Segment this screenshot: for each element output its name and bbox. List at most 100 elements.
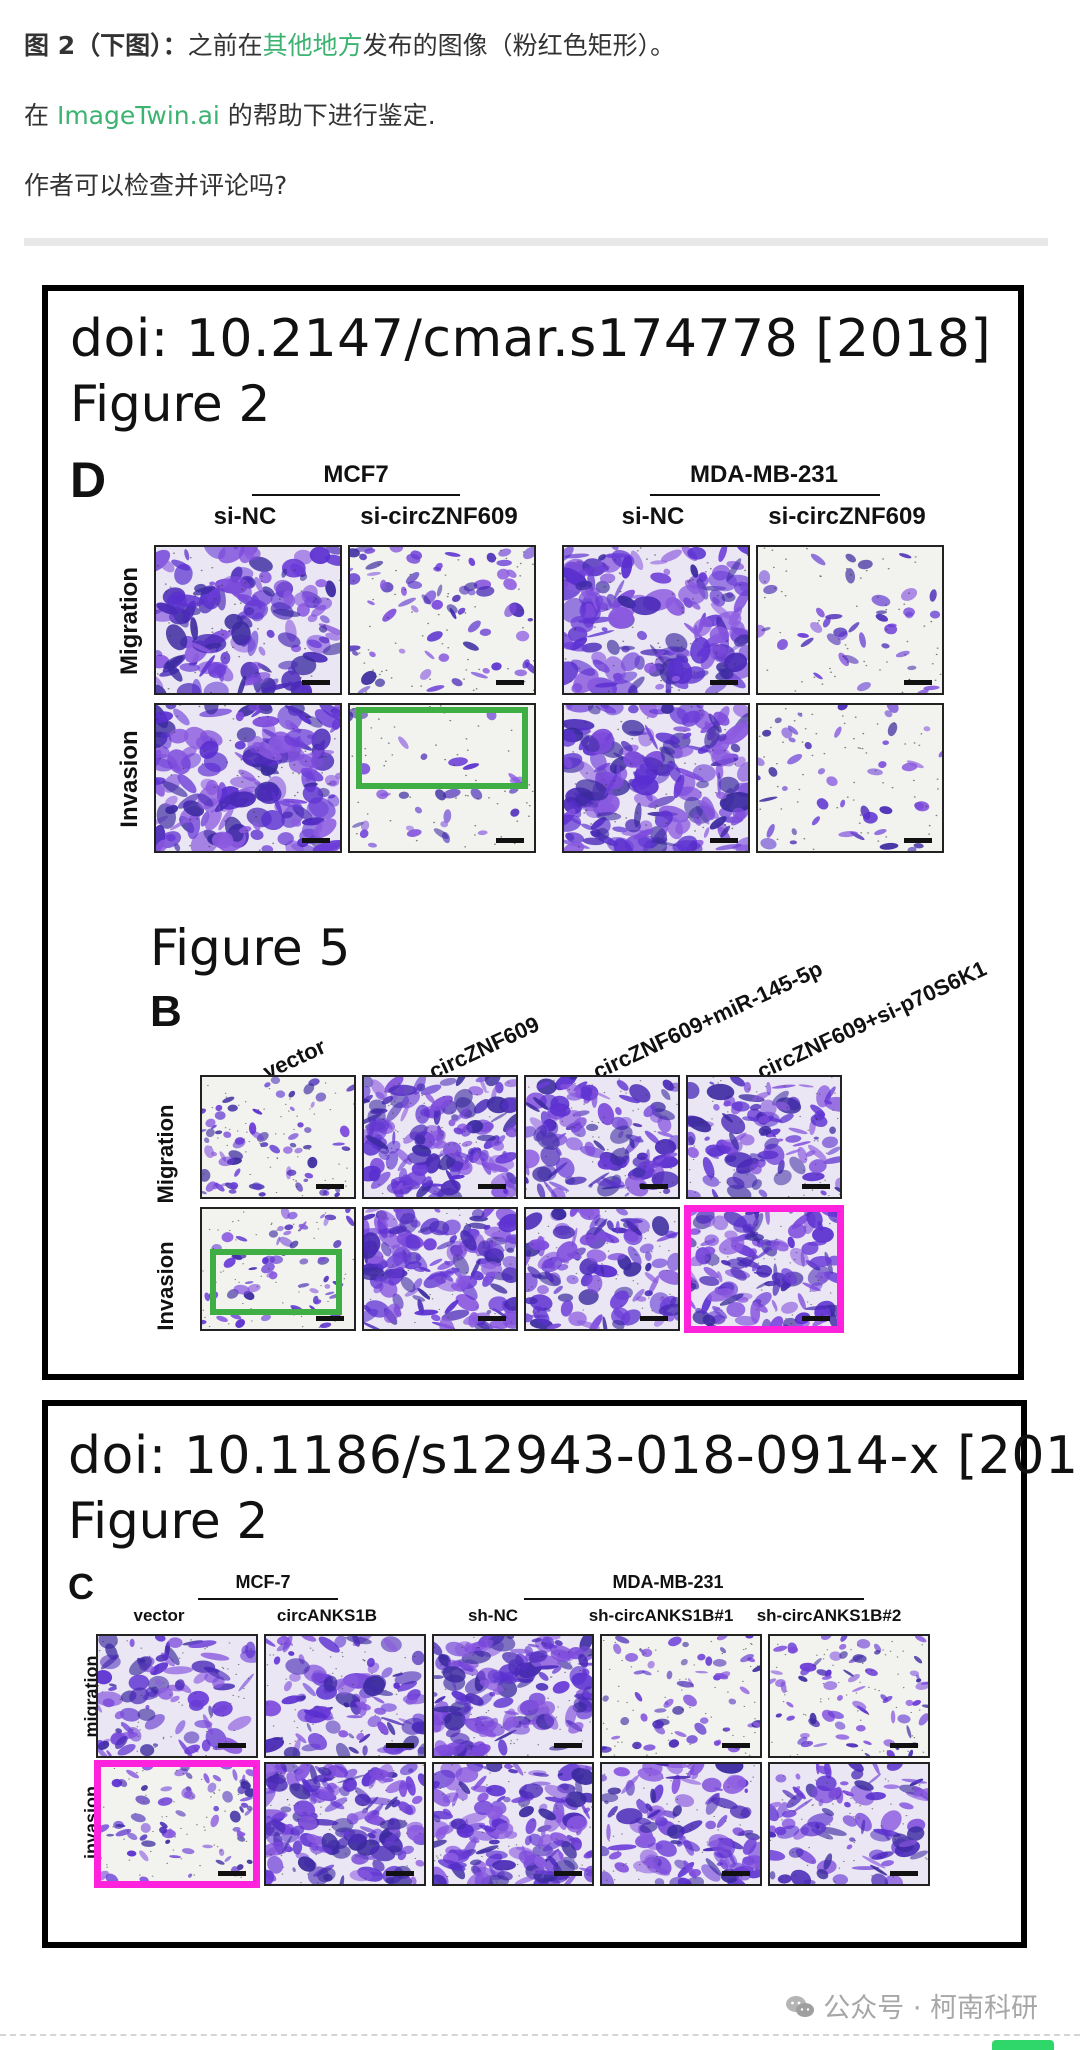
imagetwin-text-pre: 在 [24, 101, 57, 130]
micrograph-image [432, 1762, 594, 1886]
scale-bar [302, 838, 330, 843]
col-label: si-NC [621, 503, 685, 530]
scale-bar [554, 1871, 582, 1876]
comparison-panel-1: doi: 10.2147/cmar.s174778 [2018] Figure … [42, 285, 1024, 1380]
micrograph-image [348, 703, 536, 853]
micrograph-image [362, 1207, 518, 1331]
imagetwin-text-post: 的帮助下进行鉴定. [219, 101, 436, 130]
micrograph-image [432, 1634, 594, 1758]
scale-bar [802, 1316, 830, 1321]
micrograph-image [362, 1075, 518, 1199]
panel-letter-d: D [70, 452, 107, 508]
link-imagetwin[interactable]: ImageTwin.ai [56, 101, 220, 130]
scale-bar [722, 1743, 750, 1748]
scale-bar [316, 1316, 344, 1321]
caption-bold: 图 2（下图）： [24, 31, 188, 60]
micrograph-image [768, 1762, 930, 1886]
scale-bar [904, 680, 932, 685]
group-label-mda: MDA-MB-231 [612, 1572, 724, 1592]
row-label-migration: Migration [153, 1104, 178, 1204]
col-label: vector [133, 1606, 185, 1625]
highlight-pink-box [684, 1205, 844, 1333]
scale-bar [890, 1871, 918, 1876]
scale-bar [316, 1184, 344, 1189]
micrograph-image [562, 703, 750, 853]
figure-2-title-2: Figure 2 [68, 1492, 269, 1550]
group-label-mcf7: MCF7 [323, 461, 389, 488]
panel-letter-b: B [150, 987, 182, 1036]
micrograph-image [264, 1634, 426, 1758]
col-label: sh-circANKS1B#1 [588, 1606, 734, 1625]
comparison-panel-2: doi: 10.1186/s12943-018-0914-x [2018] Fi… [42, 1400, 1080, 1948]
col-label: sh-circANKS1B#2 [756, 1606, 902, 1625]
micrograph-image [264, 1762, 426, 1886]
col-label: si-circZNF609 [360, 503, 518, 530]
highlight-green-box [356, 707, 528, 789]
micrograph-image [154, 703, 342, 853]
scale-bar [218, 1871, 246, 1876]
scale-bar [386, 1743, 414, 1748]
caption-text-pre: 之前在 [187, 31, 263, 60]
micrograph-image [200, 1075, 356, 1199]
micrograph-image [96, 1634, 258, 1758]
watermark: 公众号 · 柯南科研 [785, 1986, 1038, 2025]
col-label: circANKS1B [276, 1606, 378, 1625]
wechat-icon [786, 1996, 815, 2017]
link-elsewhere[interactable]: 其他地方 [262, 31, 363, 60]
row-label-invasion: Invasion [116, 730, 143, 828]
micrograph-image [686, 1075, 842, 1199]
col-label: si-NC [213, 503, 277, 530]
paragraph-figure-caption: 图 2（下图）：之前在其他地方发布的图像（粉红色矩形）。 [24, 28, 675, 64]
group-label-mda: MDA-MB-231 [689, 461, 838, 488]
paragraph-question: 作者可以检查并评论吗? [24, 171, 288, 200]
scale-bar [710, 838, 738, 843]
micrograph-image [524, 1075, 680, 1199]
scale-bar [722, 1871, 750, 1876]
scale-bar [496, 680, 524, 685]
scale-bar [302, 680, 330, 685]
micrograph-image [600, 1762, 762, 1886]
watermark-text: 公众号 · 柯南科研 [823, 1993, 1038, 2024]
highlight-green-box [210, 1249, 342, 1315]
panel-letter-c: C [68, 1566, 94, 1607]
row-label-invasion: Invasion [153, 1241, 178, 1331]
micrograph-image [768, 1634, 930, 1758]
scale-bar [710, 680, 738, 685]
col-label-rotated: circZNF609 [425, 1011, 544, 1085]
col-label: sh-NC [467, 1606, 519, 1625]
green-action-button[interactable] [992, 2040, 1054, 2050]
group-line-mcf7 [252, 494, 460, 496]
highlight-pink-box [94, 1760, 260, 1888]
col-label: si-circZNF609 [768, 503, 926, 530]
row-label-migration: Migration [116, 567, 143, 675]
divider [24, 238, 1048, 246]
scale-bar [554, 1743, 582, 1748]
group-line-mda [650, 494, 880, 496]
scale-bar [478, 1316, 506, 1321]
micrograph-image [600, 1634, 762, 1758]
micrograph-image [524, 1207, 680, 1331]
micrograph-image [756, 545, 944, 695]
figure-5-title: Figure 5 [150, 919, 351, 977]
micrograph-image [348, 545, 536, 695]
scale-bar [640, 1184, 668, 1189]
group-line-mda [524, 1598, 864, 1600]
scale-bar [478, 1184, 506, 1189]
scale-bar [496, 838, 524, 843]
page-footer: 公众号 · 柯南科研 [0, 1978, 1080, 2050]
scale-bar [890, 1743, 918, 1748]
group-line-mcf7 [198, 1598, 338, 1600]
scale-bar [386, 1871, 414, 1876]
group-label-mcf7: MCF-7 [235, 1572, 291, 1592]
paragraph-imagetwin: 在 ImageTwin.ai 的帮助下进行鉴定. [24, 98, 436, 134]
footer-divider [0, 2034, 1080, 2036]
doi-label-1: doi: 10.2147/cmar.s174778 [2018] [70, 309, 992, 369]
micrograph-image [756, 703, 944, 853]
caption-text-post: 发布的图像（粉红色矩形）。 [362, 31, 676, 60]
scale-bar [218, 1743, 246, 1748]
scale-bar [640, 1316, 668, 1321]
figure-2-title: Figure 2 [70, 375, 271, 433]
doi-label-2: doi: 10.1186/s12943-018-0914-x [2018] [68, 1426, 1080, 1486]
micrograph-image [154, 545, 342, 695]
scale-bar [802, 1184, 830, 1189]
